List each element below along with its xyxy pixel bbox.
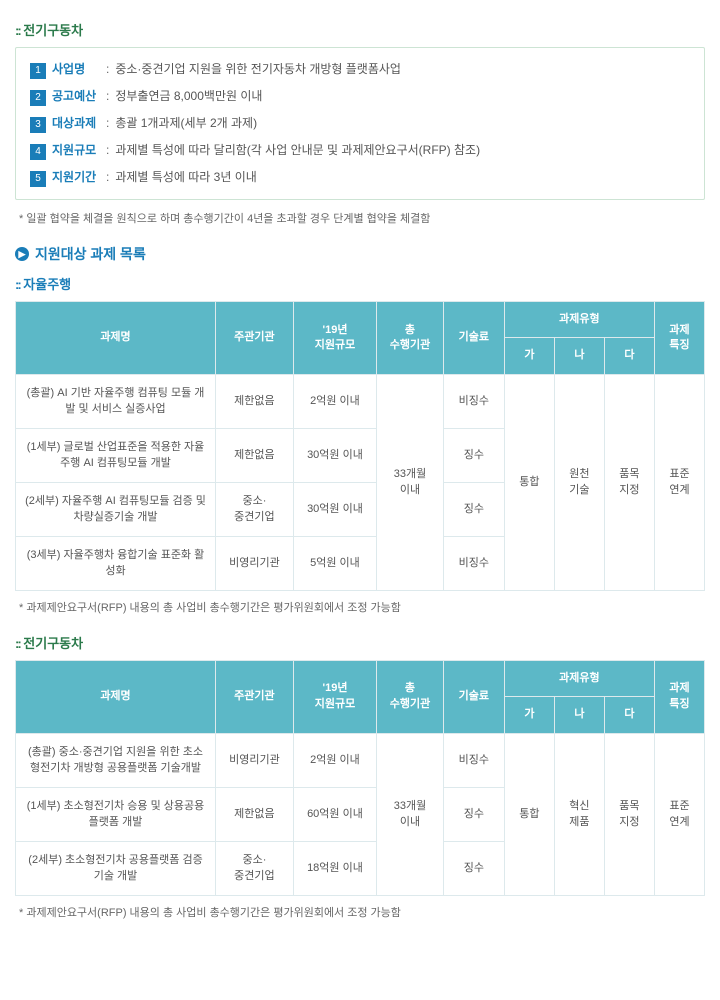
cell-fee: 징수 xyxy=(443,787,504,841)
cell-scale: 18억원 이내 xyxy=(293,841,376,895)
cell-feature: 표준연계 xyxy=(654,374,704,590)
th-type: 과제유형 xyxy=(504,302,654,338)
footnote-ev: * 일괄 협약을 체결을 원칙으로 하며 총수행기간이 4년을 초과할 경우 단… xyxy=(19,210,705,226)
th-feature: 과제특징 xyxy=(654,302,704,375)
cell-na: 혁신제품 xyxy=(554,733,604,895)
th-ga: 가 xyxy=(504,697,554,733)
cell-fee: 징수 xyxy=(443,841,504,895)
colon: : xyxy=(106,89,109,103)
info-label: 공고예산 xyxy=(52,87,102,104)
cell-da: 품목지정 xyxy=(604,733,654,895)
footnote-ev2: * 과제제안요구서(RFP) 내용의 총 사업비 총수행기간은 평가위원회에서 … xyxy=(19,904,705,920)
th-na: 나 xyxy=(554,697,604,733)
main-heading: ▶ 지원대상 과제 목록 xyxy=(15,244,705,264)
cell-scale: 2억원 이내 xyxy=(293,374,376,428)
info-row: 3 대상과제: 총괄 1개과제(세부 2개 과제) xyxy=(30,114,690,133)
table-autonomous: 과제명주관기관'19년지원규모총수행기관기술료과제유형과제특징가나다(총괄) A… xyxy=(15,301,705,591)
cell-org: 제한없음 xyxy=(216,787,294,841)
th-ga: 가 xyxy=(504,338,554,374)
num-badge: 5 xyxy=(30,171,46,187)
cell-name: (1세부) 초소형전기차 승용 및 상용공용플랫폼 개발 xyxy=(16,787,216,841)
sub-title-autonomous: 자율주행 xyxy=(15,274,705,293)
th-org: 주관기관 xyxy=(216,302,294,375)
cell-fee: 징수 xyxy=(443,428,504,482)
cell-name: (2세부) 자율주행 AI 컴퓨팅모듈 검증 및 차량실증기술 개발 xyxy=(16,482,216,536)
colon: : xyxy=(106,143,109,157)
cell-scale: 60억원 이내 xyxy=(293,787,376,841)
colon: : xyxy=(106,170,109,184)
section-title-ev: 전기구동차 xyxy=(15,20,705,39)
cell-name: (3세부) 자율주행차 융합기술 표준화 활성화 xyxy=(16,536,216,590)
th-na: 나 xyxy=(554,338,604,374)
info-value: 정부출연금 8,000백만원 이내 xyxy=(115,87,262,104)
th-fee: 기술료 xyxy=(443,302,504,375)
table-ev2: 과제명주관기관'19년지원규모총수행기관기술료과제유형과제특징가나다 (총괄) 중… xyxy=(15,660,705,896)
colon: : xyxy=(106,62,109,76)
num-badge: 1 xyxy=(30,63,46,79)
th-scale: '19년지원규모 xyxy=(293,302,376,375)
cell-org: 비영리기관 xyxy=(216,536,294,590)
info-value: 과제별 특성에 따라 달리함(각 사업 안내문 및 과제제안요구서(RFP) 참… xyxy=(115,141,480,158)
cell-org: 제한없음 xyxy=(216,374,294,428)
info-label: 사업명 xyxy=(52,60,102,77)
info-value: 과제별 특성에 따라 3년 이내 xyxy=(115,168,256,185)
th-period: 총수행기관 xyxy=(377,302,444,375)
num-badge: 3 xyxy=(30,117,46,133)
cell-org: 중소·중견기업 xyxy=(216,841,294,895)
th-scale: '19년지원규모 xyxy=(293,660,376,733)
table-row: (총괄) 중소·중견기업 지원을 위한 초소형전기차 개방형 공용플랫폼 기술개… xyxy=(16,733,705,787)
sub-title-ev2: 전기구동차 xyxy=(15,633,705,652)
th-type: 과제유형 xyxy=(504,660,654,696)
cell-name: (총괄) 중소·중견기업 지원을 위한 초소형전기차 개방형 공용플랫폼 기술개… xyxy=(16,733,216,787)
cell-org: 제한없음 xyxy=(216,428,294,482)
th-feature: 과제특징 xyxy=(654,660,704,733)
cell-name: (총괄) AI 기반 자율주행 컴퓨팅 모듈 개발 및 서비스 실증사업 xyxy=(16,374,216,428)
th-org: 주관기관 xyxy=(216,660,294,733)
cell-name: (1세부) 글로벌 산업표준을 적용한 자율주행 AI 컴퓨팅모듈 개발 xyxy=(16,428,216,482)
num-badge: 2 xyxy=(30,90,46,106)
cell-period: 33개월이내 xyxy=(377,733,444,895)
info-row: 1 사업명: 중소·중견기업 지원을 위한 전기자동차 개방형 플랫폼사업 xyxy=(30,60,690,79)
info-label: 지원규모 xyxy=(52,141,102,158)
cell-org: 중소·중견기업 xyxy=(216,482,294,536)
info-row: 4 지원규모: 과제별 특성에 따라 달리함(각 사업 안내문 및 과제제안요구서(… xyxy=(30,141,690,160)
th-da: 다 xyxy=(604,697,654,733)
th-period: 총수행기관 xyxy=(377,660,444,733)
info-label: 지원기간 xyxy=(52,168,102,185)
cell-scale: 30억원 이내 xyxy=(293,482,376,536)
cell-ga: 통합 xyxy=(504,374,554,590)
info-box: 1 사업명: 중소·중견기업 지원을 위한 전기자동차 개방형 플랫폼사업 2 공고예산… xyxy=(15,47,705,200)
cell-fee: 비징수 xyxy=(443,536,504,590)
num-badge: 4 xyxy=(30,144,46,160)
cell-fee: 징수 xyxy=(443,482,504,536)
table-row: (총괄) AI 기반 자율주행 컴퓨팅 모듈 개발 및 서비스 실증사업제한없음… xyxy=(16,374,705,428)
cell-scale: 30억원 이내 xyxy=(293,428,376,482)
cell-ga: 통합 xyxy=(504,733,554,895)
cell-org: 비영리기관 xyxy=(216,733,294,787)
cell-scale: 5억원 이내 xyxy=(293,536,376,590)
info-row: 5 지원기간: 과제별 특성에 따라 3년 이내 xyxy=(30,168,690,187)
cell-na: 원천기술 xyxy=(554,374,604,590)
th-da: 다 xyxy=(604,338,654,374)
cell-da: 품목지정 xyxy=(604,374,654,590)
cell-period: 33개월이내 xyxy=(377,374,444,590)
cell-fee: 비징수 xyxy=(443,374,504,428)
info-label: 대상과제 xyxy=(52,114,102,131)
th-name: 과제명 xyxy=(16,660,216,733)
arrow-right-icon: ▶ xyxy=(15,247,29,261)
cell-fee: 비징수 xyxy=(443,733,504,787)
footnote-autonomous: * 과제제안요구서(RFP) 내용의 총 사업비 총수행기간은 평가위원회에서 … xyxy=(19,599,705,615)
cell-feature: 표준연계 xyxy=(654,733,704,895)
info-value: 총괄 1개과제(세부 2개 과제) xyxy=(115,114,257,131)
th-name: 과제명 xyxy=(16,302,216,375)
colon: : xyxy=(106,116,109,130)
cell-name: (2세부) 초소형전기차 공용플랫폼 검증기술 개발 xyxy=(16,841,216,895)
info-value: 중소·중견기업 지원을 위한 전기자동차 개방형 플랫폼사업 xyxy=(115,60,401,77)
info-row: 2 공고예산: 정부출연금 8,000백만원 이내 xyxy=(30,87,690,106)
th-fee: 기술료 xyxy=(443,660,504,733)
cell-scale: 2억원 이내 xyxy=(293,733,376,787)
main-heading-text: 지원대상 과제 목록 xyxy=(35,244,146,264)
